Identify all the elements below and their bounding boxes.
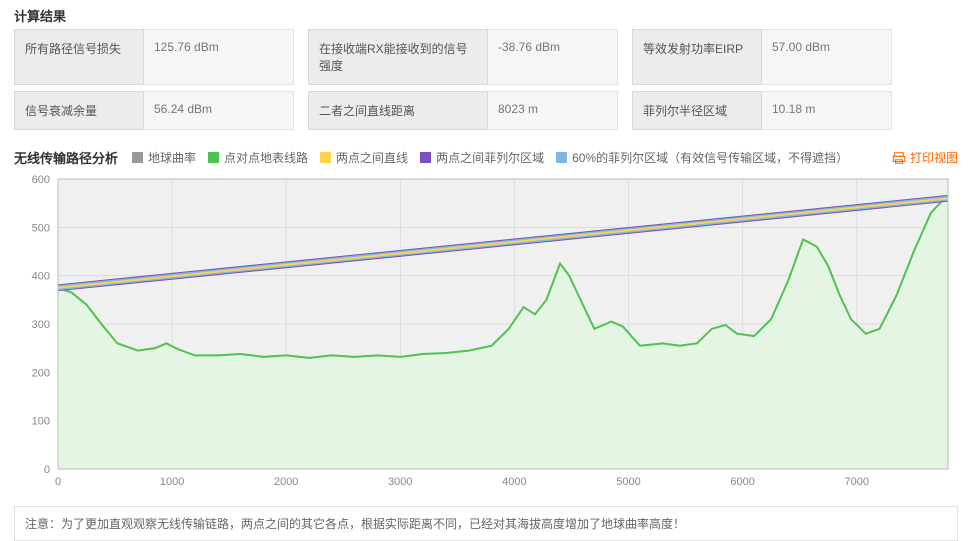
print-label: 打印视图 <box>910 149 958 166</box>
chart-header: 无线传输路径分析 地球曲率 点对点地表线路 两点之间直线 两点之间菲列尔区域 60%的菲… <box>0 144 972 173</box>
path-chart: 0100200300400500600010002000300040005000… <box>14 173 958 493</box>
result-value: 125.76 dBm <box>144 29 294 85</box>
svg-text:200: 200 <box>32 367 50 379</box>
results-grid: 所有路径信号损失125.76 dBm在接收端RX能接收到的信号强度-38.76 … <box>0 29 972 144</box>
svg-text:4000: 4000 <box>502 476 526 488</box>
legend-swatch <box>320 152 331 163</box>
svg-text:5000: 5000 <box>616 476 640 488</box>
svg-text:600: 600 <box>32 174 50 186</box>
svg-text:0: 0 <box>55 476 61 488</box>
result-cell: 所有路径信号损失125.76 dBm <box>14 29 294 85</box>
chart-title: 无线传输路径分析 <box>14 148 118 167</box>
result-label: 所有路径信号损失 <box>14 29 144 85</box>
result-cell: 信号衰减余量56.24 dBm <box>14 91 294 130</box>
svg-text:400: 400 <box>32 271 50 283</box>
legend-item: 地球曲率 <box>132 149 196 166</box>
legend-label: 地球曲率 <box>148 149 196 166</box>
legend-swatch <box>208 152 219 163</box>
result-label: 信号衰减余量 <box>14 91 144 130</box>
result-label: 等效发射功率EIRP <box>632 29 762 85</box>
svg-text:2000: 2000 <box>274 476 298 488</box>
print-view-link[interactable]: 打印视图 <box>892 149 958 166</box>
results-title: 计算结果 <box>0 0 972 29</box>
svg-text:100: 100 <box>32 416 50 428</box>
result-cell: 二者之间直线距离8023 m <box>308 91 618 130</box>
result-value: 10.18 m <box>762 91 892 130</box>
legend-swatch <box>420 152 431 163</box>
svg-text:0: 0 <box>44 464 50 476</box>
result-cell: 等效发射功率EIRP57.00 dBm <box>632 29 892 85</box>
legend-item: 60%的菲列尔区域（有效信号传输区域，不得遮挡） <box>556 149 848 166</box>
svg-text:1000: 1000 <box>160 476 184 488</box>
svg-text:7000: 7000 <box>844 476 868 488</box>
svg-text:6000: 6000 <box>730 476 754 488</box>
legend-label: 两点之间菲列尔区域 <box>436 149 544 166</box>
svg-text:3000: 3000 <box>388 476 412 488</box>
legend-swatch <box>556 152 567 163</box>
legend-item: 点对点地表线路 <box>208 149 308 166</box>
result-value: -38.76 dBm <box>488 29 618 85</box>
result-label: 菲列尔半径区域 <box>632 91 762 130</box>
legend-label: 60%的菲列尔区域（有效信号传输区域，不得遮挡） <box>572 149 848 166</box>
result-value: 56.24 dBm <box>144 91 294 130</box>
chart-area: 0100200300400500600010002000300040005000… <box>0 173 972 496</box>
legend-swatch <box>132 152 143 163</box>
legend-label: 点对点地表线路 <box>224 149 308 166</box>
result-value: 8023 m <box>488 91 618 130</box>
svg-text:500: 500 <box>32 222 50 234</box>
result-cell: 在接收端RX能接收到的信号强度-38.76 dBm <box>308 29 618 85</box>
svg-text:300: 300 <box>32 319 50 331</box>
print-icon <box>892 151 906 165</box>
result-value: 57.00 dBm <box>762 29 892 85</box>
legend-item: 两点之间直线 <box>320 149 408 166</box>
result-label: 二者之间直线距离 <box>308 91 488 130</box>
result-label: 在接收端RX能接收到的信号强度 <box>308 29 488 85</box>
result-cell: 菲列尔半径区域10.18 m <box>632 91 892 130</box>
legend-label: 两点之间直线 <box>336 149 408 166</box>
legend-item: 两点之间菲列尔区域 <box>420 149 544 166</box>
